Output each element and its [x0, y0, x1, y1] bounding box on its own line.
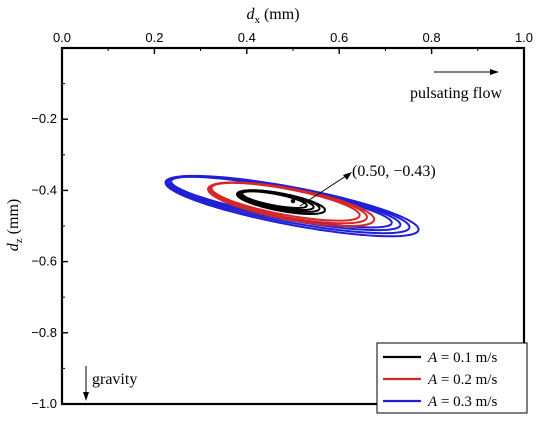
- series-1: [235, 189, 327, 215]
- data-series: [164, 174, 420, 238]
- legend-entry-red: A = 0.2 m/s: [383, 372, 497, 388]
- ticks: 0.0 0.2 0.4 0.6 0.8 1.0 −0.2 −0.4 −0.6 −0.8 −1.0: [31, 30, 533, 411]
- x-tick-label: 0.4: [238, 30, 256, 45]
- y-tick-label: −0.6: [31, 254, 57, 269]
- x-tick-label: 0.6: [330, 30, 348, 45]
- orbit-line: [235, 189, 327, 215]
- center-pointer-line: [299, 173, 350, 207]
- orbit-line: [207, 181, 376, 228]
- orbit-line: [241, 190, 308, 209]
- orbit-line: [166, 175, 411, 235]
- y-tick-label: −0.4: [31, 182, 57, 197]
- y-tick-label: −1.0: [31, 396, 57, 411]
- legend-entry-label: A = 0.1 m/s: [427, 350, 497, 366]
- center-point-label: (0.50, −0.43): [352, 163, 436, 180]
- orbit-line: [210, 181, 361, 222]
- x-tick-label: 0.2: [145, 30, 163, 45]
- flow-arrowhead-icon: [490, 69, 499, 75]
- series-2: [207, 181, 376, 228]
- flow-label: pulsating flow: [410, 85, 502, 102]
- legend-entry-label: A = 0.3 m/s: [427, 394, 497, 410]
- legend-entry-black: A = 0.1 m/s: [383, 350, 497, 366]
- x-axis-title: dx (mm): [246, 6, 299, 26]
- x-tick-label: 0.8: [423, 30, 441, 45]
- x-tick-label: 0.0: [53, 30, 71, 45]
- orbit-line: [239, 189, 315, 212]
- y-tick-label: −0.2: [31, 111, 57, 126]
- series-3: [164, 174, 420, 238]
- x-tick-label: 1.0: [515, 30, 533, 45]
- center-point-marker: [290, 198, 296, 204]
- center-pointer-arrowhead-icon: [343, 172, 352, 180]
- gravity-label: gravity: [92, 371, 137, 388]
- orbit-line: [167, 175, 402, 232]
- legend-entry-label: A = 0.2 m/s: [427, 372, 497, 388]
- legend-entry-blue: A = 0.3 m/s: [383, 394, 497, 410]
- legend: A = 0.1 m/s A = 0.2 m/s A = 0.3 m/s: [376, 342, 528, 414]
- y-tick-label: −0.8: [31, 325, 57, 340]
- gravity-arrowhead-icon: [83, 392, 89, 401]
- orbit-line: [164, 174, 420, 238]
- y-axis-title: dz (mm): [5, 199, 25, 251]
